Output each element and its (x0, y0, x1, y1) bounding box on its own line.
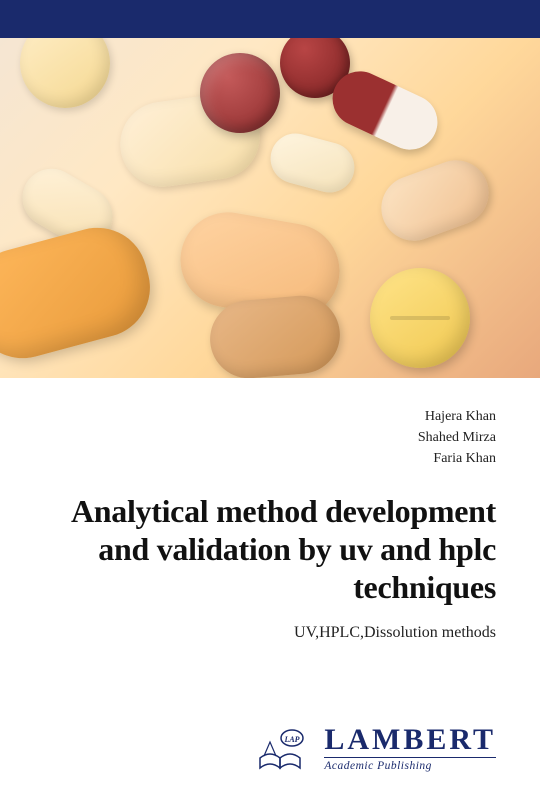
author-name: Shahed Mirza (44, 427, 496, 448)
author-name: Faria Khan (44, 448, 496, 469)
hero-pills-image (0, 38, 540, 378)
pill-graphic-dark (200, 53, 280, 133)
capsule-graphic (324, 62, 447, 158)
pill-graphic (207, 292, 343, 378)
publisher-tagline: Academic Publishing (324, 760, 432, 772)
publisher-name: LAMBERT (324, 725, 496, 758)
pill-graphic (0, 217, 161, 370)
pill-graphic-scored (370, 268, 470, 368)
pill-graphic (265, 128, 360, 198)
top-color-band (0, 0, 540, 38)
publisher-block: LAP LAMBERT Academic Publishing (44, 724, 496, 790)
author-name: Hajera Khan (44, 406, 496, 427)
pill-graphic (372, 151, 498, 250)
book-title: Analytical method development and valida… (44, 493, 496, 606)
pill-graphic (20, 38, 110, 108)
book-subtitle: UV,HPLC,Dissolution methods (44, 624, 496, 642)
cover-content: Hajera Khan Shahed Mirza Faria Khan Anal… (0, 378, 540, 810)
publisher-logo-icon: LAP (256, 724, 312, 772)
publisher-text: LAMBERT Academic Publishing (324, 725, 496, 772)
book-cover: Hajera Khan Shahed Mirza Faria Khan Anal… (0, 0, 540, 810)
author-list: Hajera Khan Shahed Mirza Faria Khan (44, 406, 496, 469)
logo-text: LAP (284, 735, 300, 744)
